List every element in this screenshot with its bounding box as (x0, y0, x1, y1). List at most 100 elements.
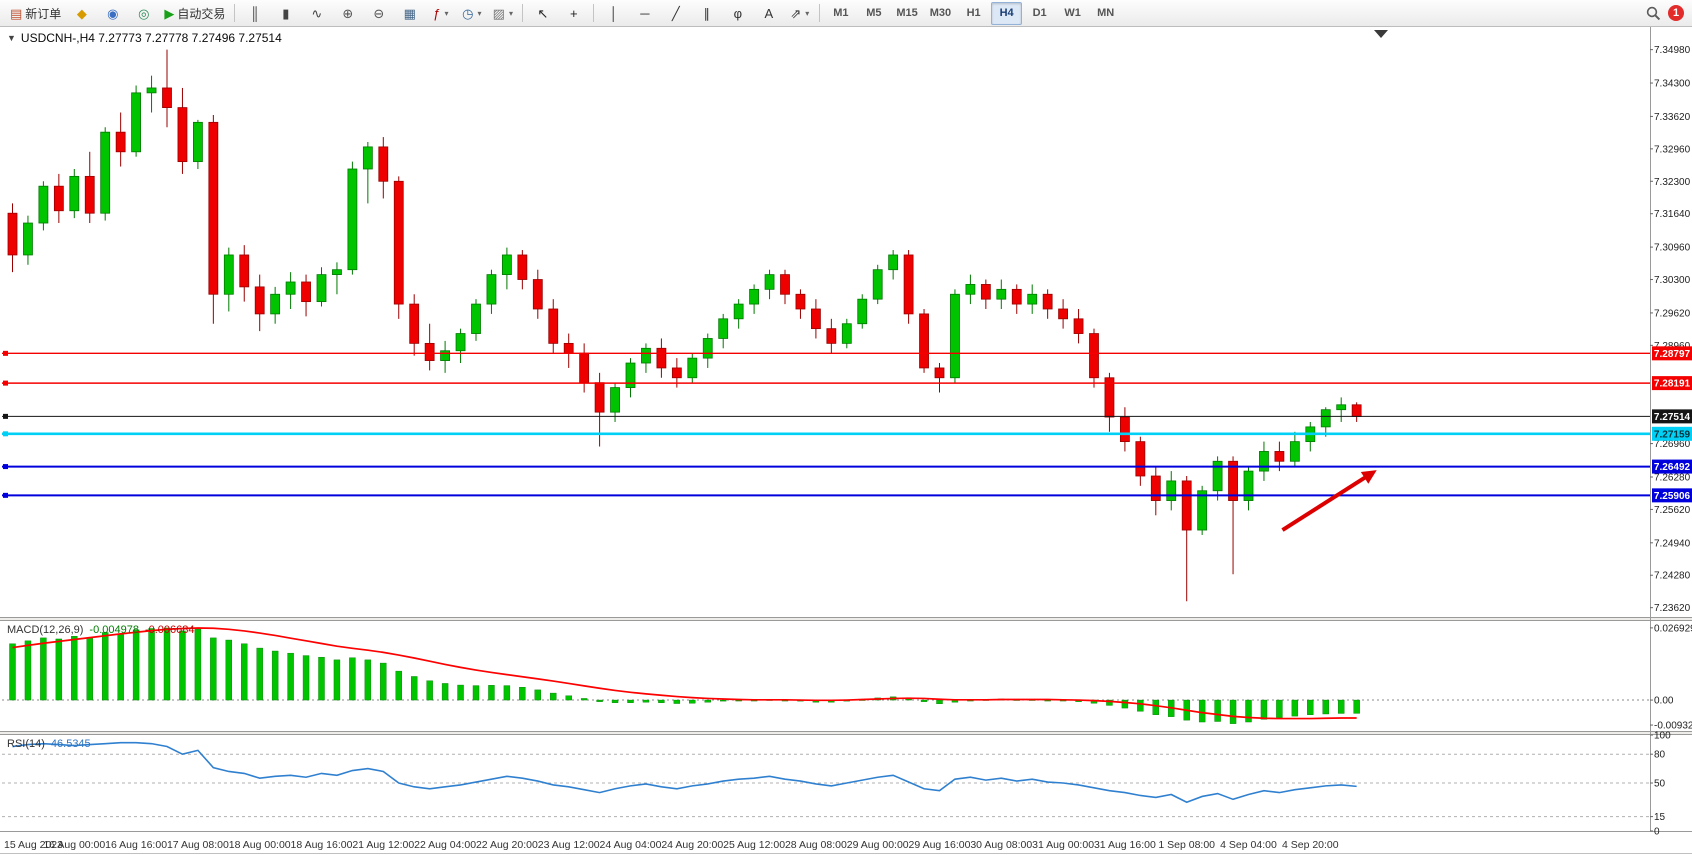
timeframe-button-H4[interactable]: H4 (991, 1, 1023, 25)
notifications-badge[interactable]: 1 (1668, 5, 1684, 21)
svg-text:30 Aug 08:00: 30 Aug 08:00 (970, 839, 1032, 851)
fibonacci-button[interactable]: φ (723, 2, 752, 25)
timeframe-button-M15[interactable]: M15 (896, 7, 918, 19)
line-chart-type-button-icon: ∿ (311, 5, 323, 21)
periods-button[interactable]: ◷ ▾ (457, 2, 486, 25)
svg-text:29 Aug 16:00: 29 Aug 16:00 (909, 839, 971, 851)
horizontal-line-button-icon: ─ (640, 5, 650, 21)
toolbar-separator (522, 4, 524, 22)
auto-trading-button-icon: ▶ (164, 5, 175, 21)
vertical-line-button[interactable]: │ (599, 2, 628, 25)
svg-text:7.28797: 7.28797 (1654, 349, 1691, 360)
svg-text:1 Sep 08:00: 1 Sep 08:00 (1158, 839, 1215, 851)
cursor-button[interactable]: ↖ (528, 2, 557, 25)
timeframe-button-D1[interactable]: D1 (1032, 7, 1047, 19)
price-tags: 7.28797 7.28191 7.27514 7.27159 7.26492 7.259… (1652, 346, 1692, 503)
svg-text:15 Aug 2023: 15 Aug 2023 (4, 839, 63, 851)
rsi-indicator-label: RSI(14) 46.5345 (7, 738, 91, 750)
market-watch-button-icon: ◎ (138, 5, 150, 21)
zoom-in-button-icon: ⊕ (342, 5, 354, 21)
svg-text:22 Aug 20:00: 22 Aug 20:00 (476, 839, 538, 851)
toolbar-separator (234, 4, 236, 22)
macd-main-value: -0.004978 (89, 624, 139, 636)
channel-button[interactable]: ∥ (692, 2, 721, 25)
candlestick-chart-type-button[interactable]: ▮ (271, 2, 300, 25)
svg-text:7.34300: 7.34300 (1654, 79, 1691, 90)
svg-text:7.24940: 7.24940 (1654, 538, 1691, 549)
svg-text:24 Aug 04:00: 24 Aug 04:00 (600, 839, 662, 851)
trend-arrow[interactable] (1281, 470, 1377, 532)
chart-background[interactable] (0, 27, 1692, 855)
svg-text:7.24280: 7.24280 (1654, 571, 1691, 582)
line-chart-type-button[interactable]: ∿ (302, 2, 331, 25)
horizontal-line-button[interactable]: ─ (630, 2, 659, 25)
svg-text:16 Aug 16:00: 16 Aug 16:00 (105, 839, 167, 851)
channel-button-icon: ∥ (703, 5, 711, 21)
bar-chart-type-button-icon: ║ (250, 5, 260, 21)
svg-text:7.33620: 7.33620 (1654, 112, 1691, 123)
toolbar-separator (819, 4, 821, 22)
svg-text:7.27159: 7.27159 (1654, 429, 1691, 440)
price-lines[interactable] (2, 350, 1650, 498)
chart-dropdown-icon[interactable]: ▼ (7, 33, 16, 43)
price-axis[interactable]: 7.34980 7.34300 7.33620 7.32960 7.32300 7.316… (1650, 45, 1691, 614)
rsi-name: RSI(14) (7, 738, 45, 750)
bar-chart-type-button[interactable]: ║ (240, 2, 269, 25)
arrows-button[interactable]: ⇗ ▾ (785, 2, 814, 25)
zoom-out-button[interactable]: ⊖ (364, 2, 393, 25)
svg-text:7.29620: 7.29620 (1654, 308, 1691, 319)
svg-text:7.26960: 7.26960 (1654, 439, 1691, 450)
auto-trading-button-label: 自动交易 (177, 6, 226, 21)
tile-windows-button[interactable]: ▦ (395, 2, 424, 25)
profiles-button[interactable]: ◉ (98, 2, 127, 25)
svg-text:0.00: 0.00 (1654, 696, 1674, 707)
svg-text:-0.009329: -0.009329 (1654, 721, 1692, 732)
text-button-icon: A (764, 5, 774, 21)
svg-text:7.31640: 7.31640 (1654, 209, 1691, 220)
fibonacci-button-icon: φ (733, 5, 743, 21)
timeframe-button-H1[interactable]: H1 (966, 7, 981, 19)
market-watch-button[interactable]: ◎ (129, 2, 158, 25)
svg-text:23 Aug 12:00: 23 Aug 12:00 (538, 839, 600, 851)
svg-text:7.28960: 7.28960 (1654, 341, 1691, 352)
templates-button[interactable]: ▨ ▾ (488, 2, 517, 25)
crosshair-button[interactable]: + (559, 2, 588, 25)
svg-text:31 Aug 16:00: 31 Aug 16:00 (1094, 839, 1156, 851)
vertical-line-button-icon: │ (609, 5, 618, 21)
chevron-down-icon: ▾ (477, 8, 482, 18)
svg-text:7.32300: 7.32300 (1654, 177, 1691, 188)
svg-text:7.25906: 7.25906 (1654, 491, 1691, 502)
macd-indicator-label: MACD(12,26,9) -0.004978 -0.006684 (7, 624, 195, 636)
trendline-button-icon: ╱ (671, 5, 680, 21)
svg-text:18 Aug 16:00: 18 Aug 16:00 (291, 839, 353, 851)
timeframe-button-W1[interactable]: W1 (1064, 7, 1081, 19)
svg-text:28 Aug 08:00: 28 Aug 08:00 (785, 839, 847, 851)
zoom-in-button[interactable]: ⊕ (333, 2, 362, 25)
indicators-button[interactable]: ƒ ▾ (426, 2, 455, 25)
timeframe-button-MN[interactable]: MN (1097, 7, 1115, 19)
text-button[interactable]: A (754, 2, 783, 25)
svg-text:7.30300: 7.30300 (1654, 275, 1691, 286)
indicator-axes: 0.026929 0.00 -0.009329100 80 50 15 0 (1650, 623, 1692, 838)
chart-shift-marker (1374, 30, 1388, 38)
chart-window-button[interactable]: ◆ (67, 2, 96, 25)
chevron-down-icon: ▾ (444, 8, 449, 18)
auto-trading-button[interactable]: ▶ 自动交易 (160, 2, 229, 25)
toolbar-separator (593, 4, 595, 22)
timeframe-button-M5[interactable]: M5 (866, 7, 882, 19)
new-order-button-label: 新订单 (25, 6, 62, 21)
svg-text:80: 80 (1654, 750, 1666, 761)
macd-panel[interactable] (2, 627, 1650, 724)
candlestick-series[interactable] (7, 49, 1362, 602)
timeframe-button-M1[interactable]: M1 (833, 7, 849, 19)
trendline-button[interactable]: ╱ (661, 2, 690, 25)
svg-text:7.34980: 7.34980 (1654, 45, 1691, 56)
search-icon[interactable] (1646, 6, 1661, 21)
candlestick-chart-type-button-icon: ▮ (282, 5, 290, 21)
rsi-panel[interactable] (2, 741, 1650, 818)
new-order-button[interactable]: ▤ 新订单 (6, 2, 65, 25)
timeframe-button-M30[interactable]: M30 (929, 7, 952, 19)
